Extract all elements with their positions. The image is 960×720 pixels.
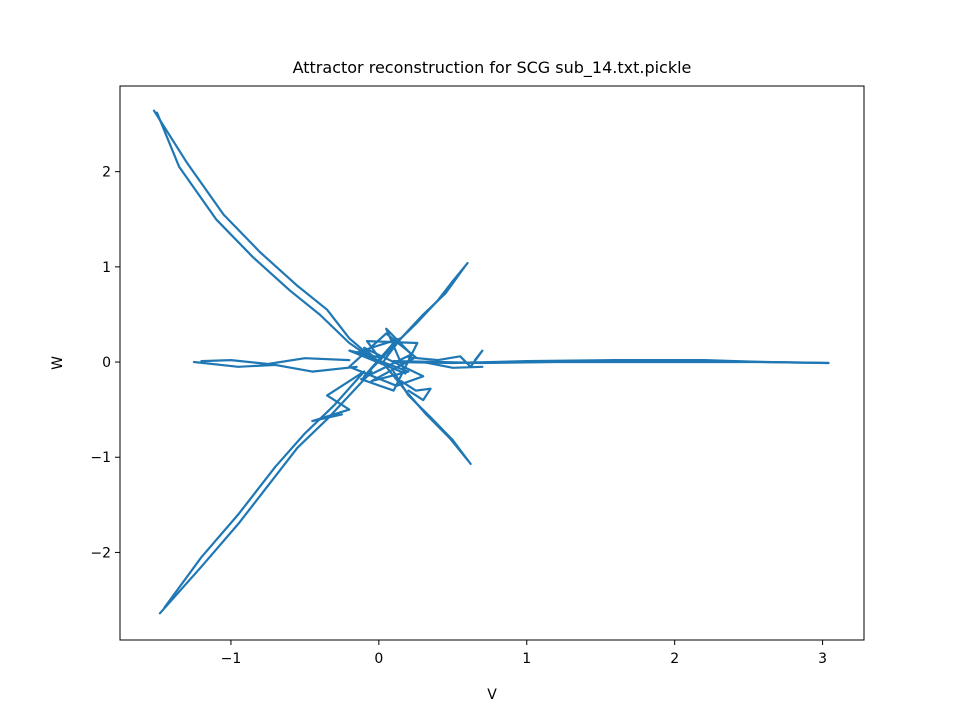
y-tick-label: −2 <box>90 545 111 561</box>
series-line-segment <box>311 370 366 423</box>
x-tick-label: −1 <box>221 651 242 667</box>
axes-frame <box>119 85 865 641</box>
y-tick-label: 2 <box>102 165 111 181</box>
x-tick-label: 2 <box>670 651 679 667</box>
y-axis: −2 −1 0 1 2 <box>90 165 120 561</box>
series-line-segment <box>422 360 484 369</box>
series-line-segment <box>200 357 351 366</box>
series-line-segment <box>163 370 366 609</box>
series-line-segment <box>158 370 373 615</box>
chart-title: Attractor reconstruction for SCG sub_14.… <box>293 58 692 78</box>
x-tick-label: 1 <box>522 651 531 667</box>
series-line-segment <box>392 360 830 365</box>
y-tick-label: 1 <box>102 260 111 276</box>
series-line-segment <box>407 349 484 368</box>
series-line-segment <box>152 109 373 359</box>
x-axis-label: V <box>487 687 497 703</box>
series-line-segment <box>155 111 376 362</box>
plot-area <box>152 109 830 615</box>
y-axis-label: W <box>50 356 66 370</box>
x-tick-label: 3 <box>818 651 827 667</box>
x-tick-label: 0 <box>374 651 383 667</box>
series-line-segment <box>348 327 419 392</box>
x-axis: −1 0 1 2 3 <box>221 640 827 667</box>
y-tick-label: 0 <box>102 355 111 371</box>
series-line-segment <box>192 360 358 373</box>
series-line-segment <box>385 365 469 462</box>
series-line-segment <box>382 265 466 364</box>
y-tick-label: −1 <box>90 450 111 466</box>
series-line-segment <box>399 380 432 402</box>
